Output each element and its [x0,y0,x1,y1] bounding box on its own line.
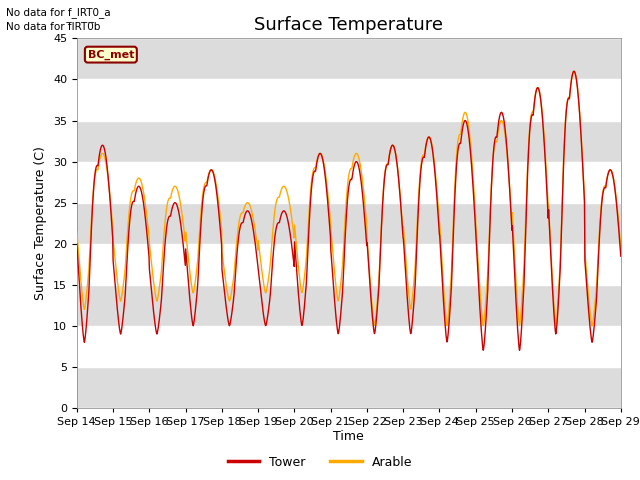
Bar [77,326,621,367]
Bar [77,80,621,120]
Bar [77,244,621,285]
X-axis label: Time: Time [333,430,364,443]
Title: Surface Temperature: Surface Temperature [254,16,444,34]
Legend: Tower, Arable: Tower, Arable [223,451,417,474]
Y-axis label: Surface Temperature (C): Surface Temperature (C) [35,146,47,300]
Text: No data for f_IRT0_a: No data for f_IRT0_a [6,7,111,18]
Text: BC_met: BC_met [88,49,134,60]
Text: No data for f̅IRT0̅b: No data for f̅IRT0̅b [6,22,100,32]
Bar [77,162,621,203]
